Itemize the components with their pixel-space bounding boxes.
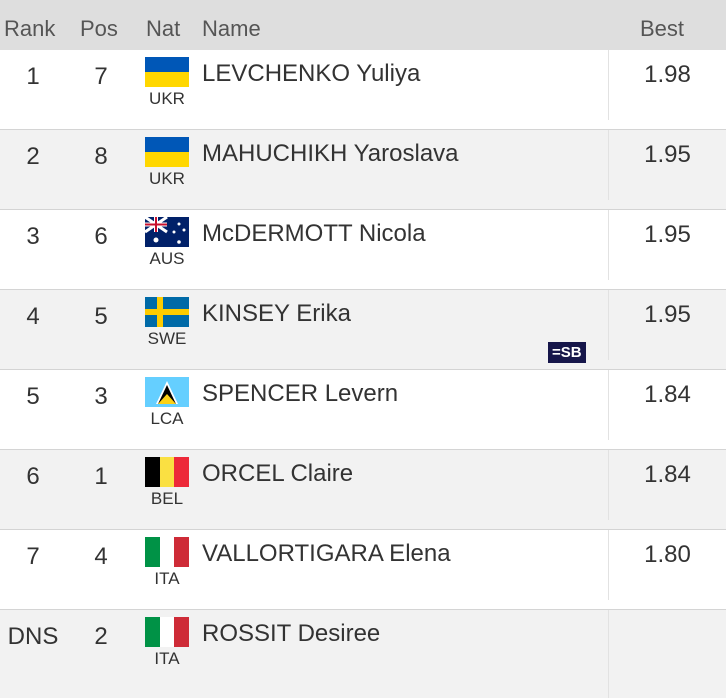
- row: 6 1 BEL ORCEL Claire 1.84: [0, 450, 726, 530]
- row: 1 7 UKR LEVCHENKO Yuliya 1.98: [0, 50, 726, 130]
- record-badge: =SB: [548, 342, 586, 363]
- row: 4 5 SWE KINSEY Erika =SB 1.95: [0, 290, 726, 370]
- nat: BEL: [150, 489, 184, 508]
- rank: 2: [26, 143, 40, 170]
- best: 1.95: [608, 290, 726, 360]
- athlete-name[interactable]: SPENCER Levern: [202, 380, 399, 407]
- pos: 2: [94, 623, 108, 650]
- flag: [145, 137, 189, 167]
- flag: [145, 537, 189, 567]
- pos: 7: [94, 63, 108, 90]
- nat: SWE: [147, 329, 187, 348]
- rank: DNS: [7, 623, 59, 650]
- pos: 8: [94, 143, 108, 170]
- athlete-name[interactable]: ROSSIT Desiree: [202, 620, 381, 647]
- pos: 6: [94, 223, 108, 250]
- best: 1.95: [608, 130, 726, 200]
- row: 7 4 ITA VALLORTIGARA Elena 1.80: [0, 530, 726, 610]
- flag: [145, 297, 189, 327]
- athlete-name[interactable]: MAHUCHIKH Yaroslava: [202, 140, 459, 167]
- row: 5 3 LCA SPENCER Levern 1.84: [0, 370, 726, 450]
- nat: UKR: [149, 89, 185, 108]
- best: 1.98: [608, 50, 726, 120]
- header-nat: Nat: [146, 16, 181, 41]
- header-name: Name: [202, 16, 261, 41]
- header-rank: Rank: [4, 16, 56, 41]
- rank: 6: [26, 463, 40, 490]
- best: 1.80: [608, 530, 726, 600]
- best: 1.84: [608, 370, 726, 440]
- flag: [145, 457, 189, 487]
- nat: UKR: [149, 169, 185, 188]
- pos: 5: [94, 303, 108, 330]
- best-empty: [608, 610, 726, 698]
- athlete-name[interactable]: McDERMOTT Nicola: [202, 220, 426, 247]
- rank: 3: [26, 223, 40, 250]
- header-row: Rank Pos Nat Name Best: [0, 0, 726, 50]
- row: DNS 2 ITA ROSSIT Desiree: [0, 610, 726, 698]
- rank: 7: [26, 543, 40, 570]
- header-pos: Pos: [80, 16, 118, 41]
- header-best: Best: [640, 16, 685, 41]
- pos: 3: [94, 383, 108, 410]
- flag: [145, 57, 189, 87]
- best: 1.84: [608, 450, 726, 520]
- row: 3 6 AUS McDERMOTT Nicola 1.95: [0, 210, 726, 290]
- flag: [145, 377, 189, 407]
- nat: ITA: [154, 649, 180, 668]
- pos: 1: [94, 463, 108, 490]
- nat: ITA: [154, 569, 180, 588]
- row: 2 8 UKR MAHUCHIKH Yaroslava 1.95: [0, 130, 726, 210]
- rank: 4: [26, 303, 40, 330]
- nat: AUS: [149, 249, 185, 268]
- pos: 4: [94, 543, 108, 570]
- nat: LCA: [150, 409, 184, 428]
- athlete-name[interactable]: KINSEY Erika: [202, 300, 351, 327]
- athlete-name[interactable]: VALLORTIGARA Elena: [202, 540, 451, 567]
- athlete-name[interactable]: LEVCHENKO Yuliya: [202, 60, 421, 87]
- athlete-name[interactable]: ORCEL Claire: [202, 460, 354, 487]
- best: 1.95: [608, 210, 726, 280]
- flag: [145, 217, 189, 247]
- rank: 5: [26, 383, 40, 410]
- rank: 1: [26, 63, 40, 90]
- flag: [145, 617, 189, 647]
